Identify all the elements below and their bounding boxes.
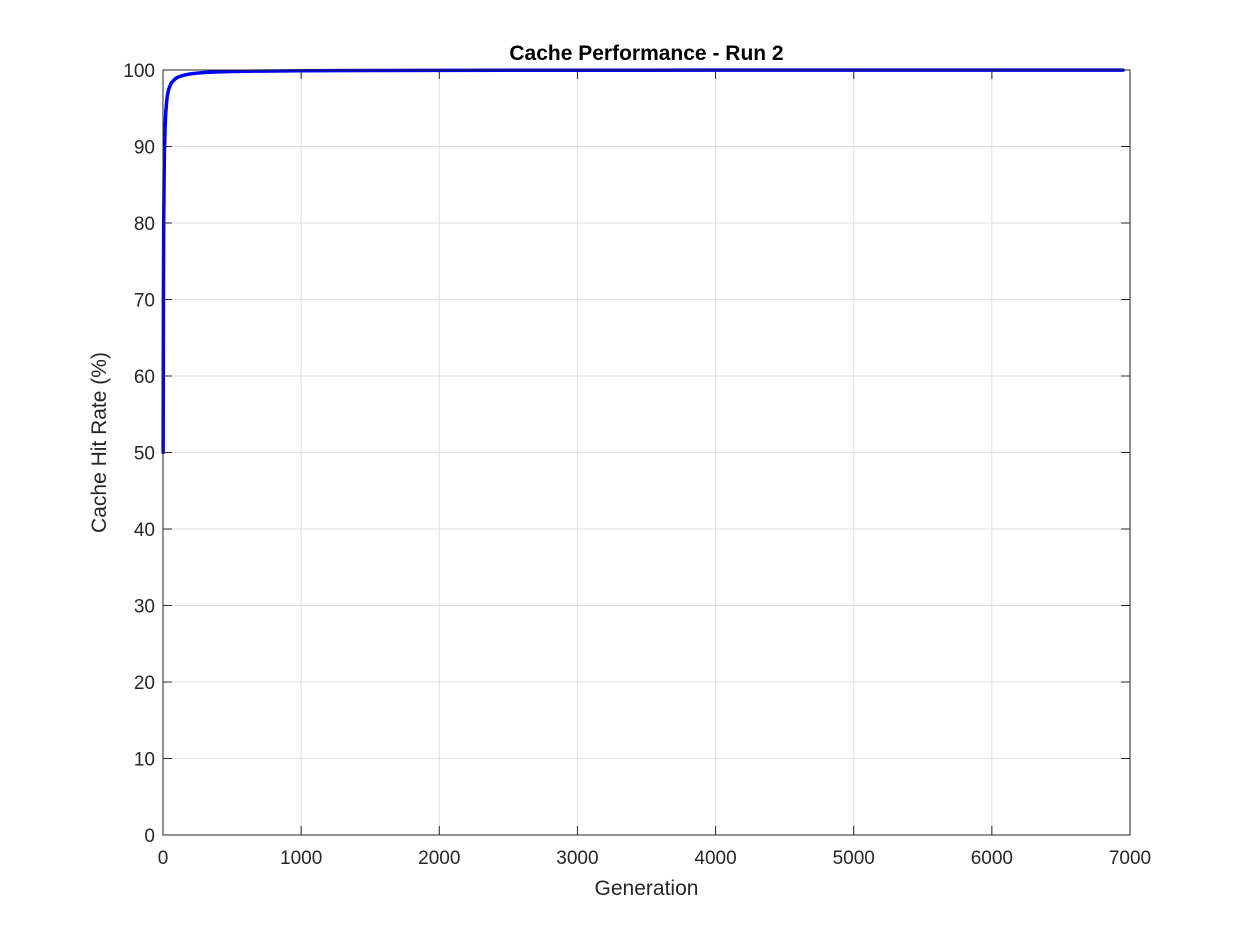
y-tick-label: 30 xyxy=(134,597,155,618)
x-tick-label: 4000 xyxy=(694,848,736,869)
x-tick-label: 5000 xyxy=(833,848,875,869)
x-tick-label: 7000 xyxy=(1109,848,1151,869)
y-tick-label: 80 xyxy=(134,214,155,235)
ticks: 0 1000 2000 3000 4000 5000 6000 7000 0 10 20 30 40 50… xyxy=(123,61,1151,869)
x-tick-label: 0 xyxy=(158,848,169,869)
x-tick-label: 3000 xyxy=(556,848,598,869)
y-tick-label: 50 xyxy=(134,444,155,465)
x-tick-label: 2000 xyxy=(418,848,460,869)
y-tick-label: 40 xyxy=(134,520,155,541)
y-tick-label: 60 xyxy=(134,367,155,388)
x-axis-label: Generation xyxy=(595,877,699,900)
y-axis-label: Cache Hit Rate (%) xyxy=(88,352,111,533)
y-tick-label: 100 xyxy=(123,61,155,82)
y-tick-label: 90 xyxy=(134,138,155,159)
x-tick-label: 6000 xyxy=(971,848,1013,869)
chart-title: Cache Performance - Run 2 xyxy=(509,42,783,65)
x-tick-label: 1000 xyxy=(280,848,322,869)
y-tick-label: 70 xyxy=(134,291,155,312)
y-tick-label: 10 xyxy=(134,750,155,771)
y-tick-label: 0 xyxy=(144,826,155,847)
grid xyxy=(163,70,1130,835)
y-tick-label: 20 xyxy=(134,673,155,694)
